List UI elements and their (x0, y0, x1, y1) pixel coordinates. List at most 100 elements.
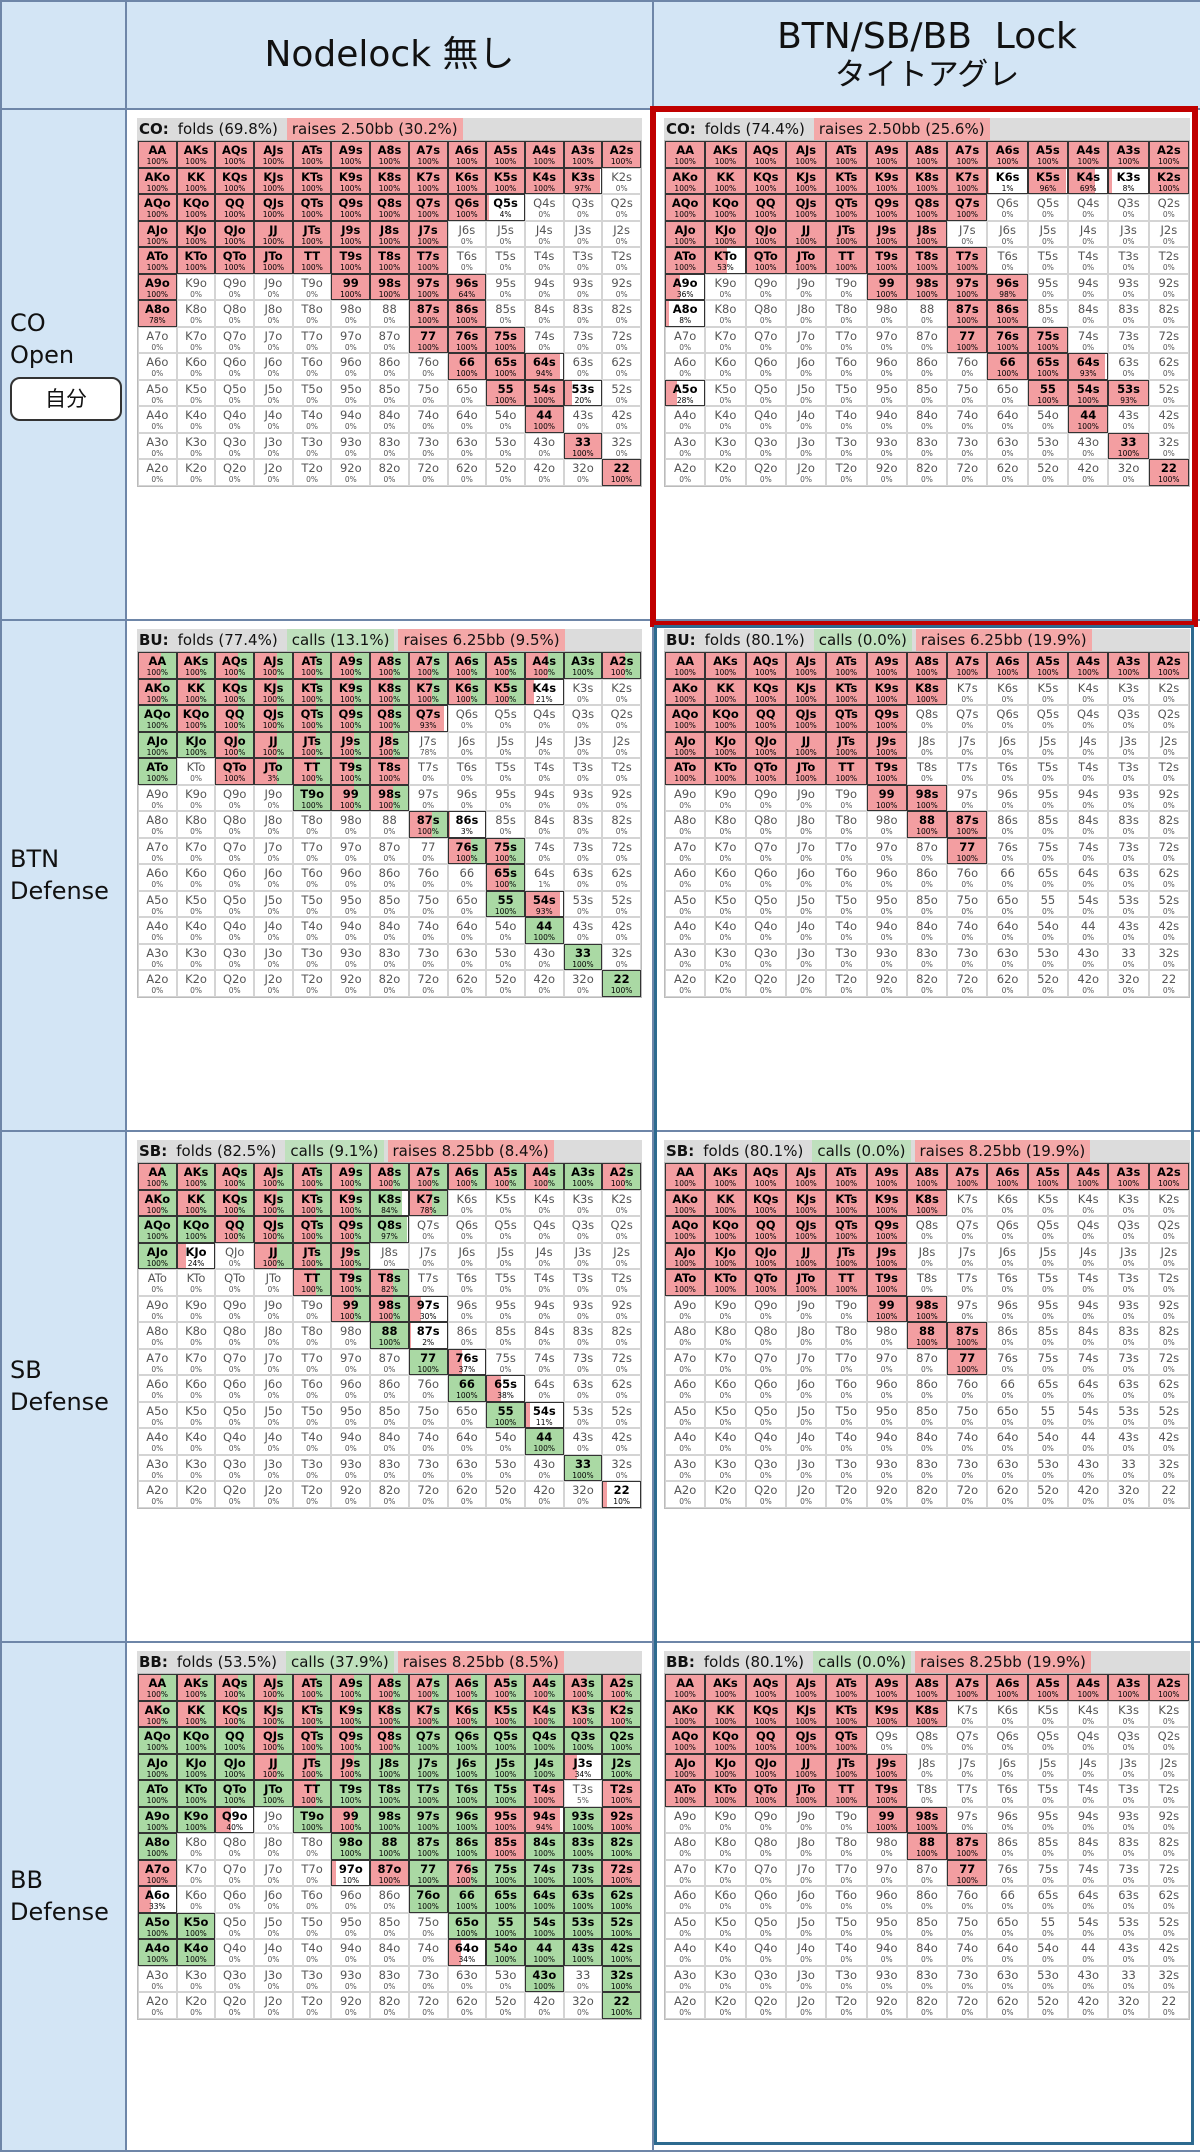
hand-K7o[interactable]: K7o 0% (176, 326, 216, 353)
hand-77[interactable]: 77 100% (947, 1348, 988, 1375)
hand-K7o[interactable]: K7o 0% (705, 326, 746, 353)
hand-Q5s[interactable]: Q5s 100% (486, 1727, 525, 1754)
hand-Q6s[interactable]: Q6s 100% (447, 194, 487, 221)
hand-83s[interactable]: 83s 0% (1108, 300, 1149, 327)
hand-83s[interactable]: 83s 0% (563, 300, 603, 327)
hand-J7o[interactable]: J7o 0% (254, 1859, 293, 1886)
hand-99[interactable]: 99 100% (866, 784, 907, 811)
hand-Q7s[interactable]: Q7s 0% (947, 705, 988, 732)
hand-93s[interactable]: 93s 0% (563, 1295, 603, 1322)
hand-J3o[interactable]: J3o 0% (785, 1965, 827, 1992)
hand-98o[interactable]: 98o 100% (331, 1833, 371, 1860)
hand-97s[interactable]: 97s 0% (947, 1806, 988, 1833)
hand-84o[interactable]: 84o 0% (906, 1428, 948, 1455)
hand-K6s[interactable]: K6s 100% (447, 1700, 487, 1727)
hand-97o[interactable]: 97o 0% (331, 1348, 371, 1375)
hand-T6o[interactable]: T6o 0% (826, 353, 867, 380)
hand-J4o[interactable]: J4o 0% (254, 406, 293, 433)
hand-98o[interactable]: 98o 0% (866, 1322, 907, 1349)
hand-AQo[interactable]: AQo 100% (665, 705, 706, 732)
hand-66[interactable]: 66 0% (987, 864, 1028, 891)
hand-K7s[interactable]: K7s 100% (408, 1700, 448, 1727)
hand-T4o[interactable]: T4o 0% (826, 917, 867, 944)
hand-97o[interactable]: 97o 0% (331, 326, 371, 353)
hand-62s[interactable]: 62s 0% (1148, 1886, 1189, 1913)
hand-K2o[interactable]: K2o 0% (705, 1481, 746, 1508)
hand-32o[interactable]: 32o 0% (563, 1481, 603, 1508)
hand-87s[interactable]: 87s 100% (947, 1833, 988, 1860)
hand-93s[interactable]: 93s 0% (563, 273, 603, 300)
hand-93o[interactable]: 93o 0% (331, 1965, 371, 1992)
hand-Q3o[interactable]: Q3o 0% (745, 1965, 786, 1992)
hand-98s[interactable]: 98s 100% (370, 784, 409, 811)
hand-96o[interactable]: 96o 0% (331, 1886, 371, 1913)
hand-76s[interactable]: 76s 100% (447, 326, 487, 353)
hand-Q6o[interactable]: Q6o 0% (215, 1375, 255, 1402)
hand-65o[interactable]: 65o 0% (987, 379, 1028, 406)
hand-92s[interactable]: 92s 100% (602, 1806, 641, 1833)
hand-J2o[interactable]: J2o 0% (785, 459, 827, 486)
hand-52s[interactable]: 52s 100% (602, 1912, 641, 1939)
hand-43s[interactable]: 43s 0% (563, 1428, 603, 1455)
hand-74s[interactable]: 74s 0% (1068, 1348, 1109, 1375)
hand-J2s[interactable]: J2s 0% (602, 1242, 641, 1269)
hand-77[interactable]: 77 100% (408, 1348, 448, 1375)
hand-94o[interactable]: 94o 0% (331, 406, 371, 433)
hand-74o[interactable]: 74o 0% (408, 406, 448, 433)
hand-Q7o[interactable]: Q7o 0% (215, 837, 255, 864)
hand-22[interactable]: 22 10% (602, 1481, 641, 1508)
hand-T8s[interactable]: T8s 0% (906, 1269, 948, 1296)
hand-A3s[interactable]: A3s 100% (1108, 1674, 1149, 1701)
hand-72s[interactable]: 72s 0% (1148, 326, 1189, 353)
hand-T7s[interactable]: T7s 0% (408, 1269, 448, 1296)
hand-55[interactable]: 55 0% (1027, 1401, 1069, 1428)
hand-98s[interactable]: 98s 100% (370, 273, 409, 300)
hand-A8s[interactable]: A8s 100% (906, 1674, 948, 1701)
hand-83o[interactable]: 83o 0% (370, 432, 409, 459)
hand-T9o[interactable]: T9o 0% (826, 1295, 867, 1322)
hand-T9o[interactable]: T9o 100% (292, 1806, 332, 1833)
hand-83s[interactable]: 83s 0% (563, 1322, 603, 1349)
hand-A7o[interactable]: A7o 0% (665, 326, 706, 353)
hand-KQo[interactable]: KQo 100% (705, 194, 746, 221)
hand-J2s[interactable]: J2s 0% (602, 731, 641, 758)
hand-Q7o[interactable]: Q7o 0% (215, 1348, 255, 1375)
hand-98s[interactable]: 98s 100% (370, 1806, 409, 1833)
hand-Q7s[interactable]: Q7s 0% (947, 1727, 988, 1754)
hand-T7o[interactable]: T7o 0% (826, 326, 867, 353)
hand-43s[interactable]: 43s 0% (1108, 1939, 1149, 1966)
hand-K2s[interactable]: K2s 0% (602, 678, 641, 705)
hand-J3s[interactable]: J3s 0% (1108, 220, 1149, 247)
hand-JJ[interactable]: JJ 100% (254, 1242, 293, 1269)
hand-J8s[interactable]: J8s 100% (370, 220, 409, 247)
hand-A8s[interactable]: A8s 100% (370, 1674, 409, 1701)
hand-K7o[interactable]: K7o 0% (705, 837, 746, 864)
hand-K3o[interactable]: K3o 0% (705, 1454, 746, 1481)
hand-J5s[interactable]: J5s 100% (486, 1753, 525, 1780)
hand-K2o[interactable]: K2o 0% (176, 1481, 216, 1508)
hand-99[interactable]: 99 100% (866, 1295, 907, 1322)
hand-88[interactable]: 88 100% (370, 1833, 409, 1860)
hand-62s[interactable]: 62s 0% (602, 864, 641, 891)
hand-88[interactable]: 88 100% (906, 811, 948, 838)
hand-T8s[interactable]: T8s 0% (906, 758, 948, 785)
hand-A2o[interactable]: A2o 0% (138, 1992, 177, 2019)
hand-Q2s[interactable]: Q2s 0% (1148, 1727, 1189, 1754)
hand-62o[interactable]: 62o 0% (447, 1481, 487, 1508)
hand-A6s[interactable]: A6s 100% (987, 1674, 1028, 1701)
hand-Q5s[interactable]: Q5s 0% (486, 705, 525, 732)
hand-K6s[interactable]: K6s 100% (447, 167, 487, 194)
hand-A5o[interactable]: A5o 0% (138, 379, 177, 406)
hand-77[interactable]: 77 100% (947, 1859, 988, 1886)
hand-43o[interactable]: 43o 100% (524, 1965, 564, 1992)
hand-A5s[interactable]: A5s 100% (486, 652, 525, 679)
hand-86s[interactable]: 86s 0% (987, 1322, 1028, 1349)
hand-J6s[interactable]: J6s 0% (987, 1242, 1028, 1269)
hand-A7s[interactable]: A7s 100% (947, 1674, 988, 1701)
hand-A9o[interactable]: A9o 0% (665, 1295, 706, 1322)
hand-AQo[interactable]: AQo 100% (665, 1216, 706, 1243)
hand-65o[interactable]: 65o 0% (447, 890, 487, 917)
hand-J4s[interactable]: J4s 0% (1068, 220, 1109, 247)
hand-A4o[interactable]: A4o 0% (138, 917, 177, 944)
hand-73s[interactable]: 73s 0% (563, 326, 603, 353)
